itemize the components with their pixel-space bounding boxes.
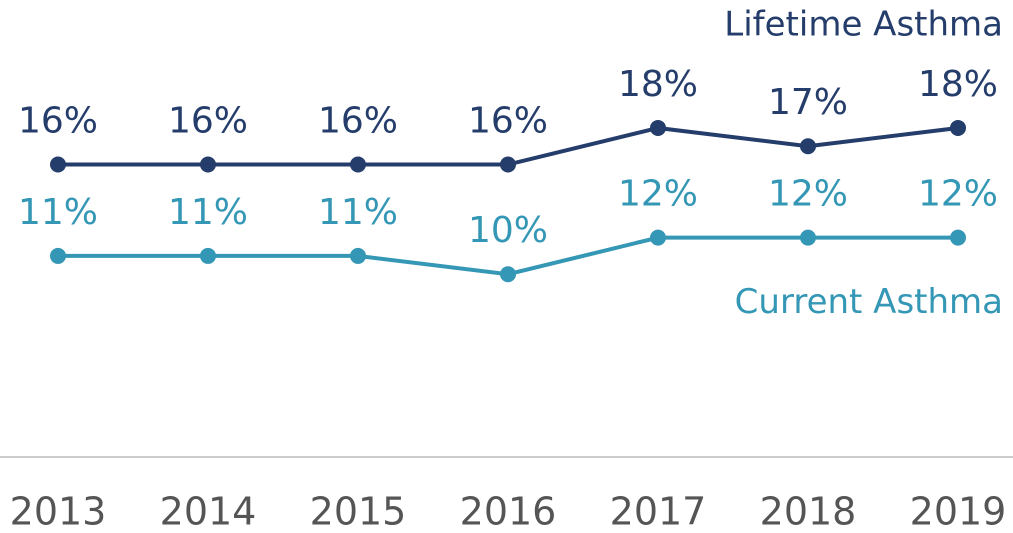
series-label: Lifetime Asthma (724, 4, 1003, 44)
data-label: 17% (768, 82, 848, 123)
point (800, 229, 816, 246)
data-label: 10% (468, 210, 548, 251)
point (200, 156, 216, 173)
point (800, 138, 816, 155)
data-label: 11% (18, 192, 98, 233)
x-tick-label: 2013 (10, 490, 107, 533)
data-label: 18% (618, 64, 698, 105)
data-label: 12% (918, 174, 998, 215)
data-label: 11% (168, 192, 248, 233)
point (950, 119, 966, 136)
point (500, 266, 516, 283)
point (500, 156, 516, 173)
point (650, 229, 666, 246)
data-label: 16% (468, 101, 548, 142)
point (950, 229, 966, 246)
point (350, 247, 366, 264)
x-tick-label: 2017 (610, 490, 707, 533)
x-tick-label: 2018 (760, 490, 857, 533)
x-tick-label: 2016 (460, 490, 557, 533)
x-tick-label: 2014 (160, 490, 257, 533)
data-label: 12% (768, 174, 848, 215)
data-label: 16% (168, 101, 248, 142)
data-label: 12% (618, 174, 698, 215)
x-tick-label: 2015 (310, 490, 407, 533)
data-label: 16% (18, 101, 98, 142)
data-label: 16% (318, 101, 398, 142)
point (350, 156, 366, 173)
data-label: 11% (318, 192, 398, 233)
point (200, 247, 216, 264)
series-label: Current Asthma (735, 282, 1003, 322)
point (50, 156, 66, 173)
point (50, 247, 66, 264)
x-tick-label: 2019 (910, 490, 1007, 533)
data-label: 18% (918, 64, 998, 105)
point (650, 119, 666, 136)
